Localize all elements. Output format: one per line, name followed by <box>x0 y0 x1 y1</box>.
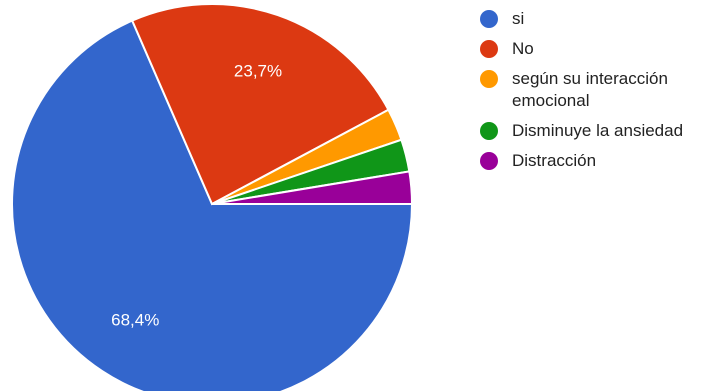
legend-swatch-si <box>480 10 498 28</box>
legend-item-no[interactable]: No <box>480 38 712 60</box>
pie-slice-si[interactable] <box>11 19 414 391</box>
legend-swatch-distraccion <box>480 152 498 170</box>
legend-swatch-no <box>480 40 498 58</box>
legend-label-si: si <box>512 9 525 28</box>
legend-label-no: No <box>512 39 534 58</box>
legend-label-disminuye-la-ansiedad: Disminuye la ansiedad <box>512 121 684 140</box>
legend-label-segun-su-interaccion-emocional: según su interacción emocional <box>512 69 668 110</box>
slice-label-no: 23,7% <box>234 61 282 80</box>
pie-slice-no[interactable] <box>130 3 390 206</box>
legend-swatch-segun-su-interaccion-emocional <box>480 70 498 88</box>
slice-label-si: 68,4% <box>111 311 159 330</box>
legend-item-segun-su-interaccion-emocional[interactable]: según su interacción emocional <box>480 68 712 112</box>
pie-slice-distraccion[interactable] <box>211 170 414 205</box>
legend-item-distraccion[interactable]: Distracción <box>480 150 712 172</box>
legend-swatch-disminuye-la-ansiedad <box>480 122 498 140</box>
legend-item-si[interactable]: si <box>480 8 712 30</box>
legend-item-disminuye-la-ansiedad[interactable]: Disminuye la ansiedad <box>480 120 712 142</box>
legend: si No según su interacción emocional Dis… <box>480 8 712 180</box>
legend-label-distraccion: Distracción <box>512 151 597 170</box>
pie-chart-svg: 68,4% 23,7% <box>11 3 414 391</box>
